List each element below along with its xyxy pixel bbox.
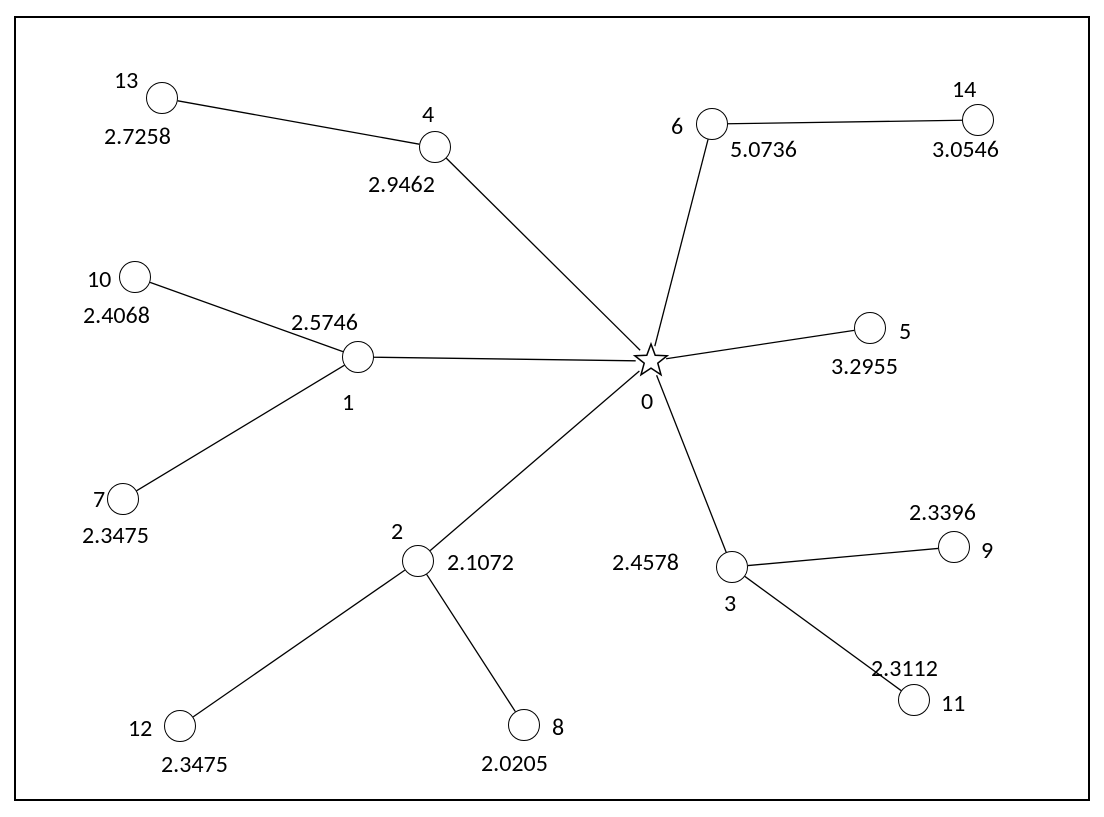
node-label-5-1: 3.2955 — [831, 355, 898, 379]
node-label-4-1: 2.9462 — [368, 173, 435, 197]
node-label-1-1: 2.5746 — [291, 311, 358, 335]
node-label-12-1: 2.3475 — [161, 753, 228, 777]
edge-0-4 — [446, 158, 640, 350]
node-label-13-1: 2.7258 — [104, 125, 171, 149]
node-label-2-1: 2.1072 — [447, 551, 514, 575]
node-label-8-1: 2.0205 — [481, 752, 548, 776]
node-label-6-0: 6 — [671, 115, 683, 139]
edge-0-5 — [666, 330, 854, 358]
edge-4-13 — [178, 101, 420, 144]
node-8 — [508, 709, 540, 741]
node-label-5-0: 5 — [899, 320, 911, 344]
edge-1-7 — [137, 365, 345, 490]
edge-2-12 — [193, 570, 405, 717]
node-label-root-0: 0 — [641, 390, 653, 414]
edge-0-3 — [657, 375, 727, 552]
node-label-11-0: 11 — [941, 692, 965, 716]
node-6 — [696, 108, 728, 140]
node-label-9-1: 2.3396 — [909, 501, 976, 525]
node-label-14-1: 3.0546 — [932, 138, 999, 162]
node-13 — [146, 82, 178, 114]
node-label-6-1: 5.0736 — [730, 138, 797, 162]
node-3 — [716, 551, 748, 583]
node-7 — [107, 483, 139, 515]
root-node-star — [635, 344, 667, 375]
node-label-2-0: 2 — [391, 520, 403, 544]
node-1 — [342, 341, 374, 373]
node-2 — [402, 545, 434, 577]
node-12 — [164, 710, 196, 742]
edge-0-6 — [655, 139, 708, 346]
node-label-12-0: 12 — [128, 717, 152, 741]
node-label-3-0: 3 — [724, 592, 736, 616]
edge-2-8 — [427, 574, 516, 711]
node-label-8-0: 8 — [552, 716, 564, 740]
node-11 — [898, 684, 930, 716]
node-label-7-0: 7 — [93, 488, 105, 512]
edge-0-1 — [374, 357, 636, 361]
edge-0-2 — [430, 371, 639, 551]
node-9 — [938, 531, 970, 563]
node-label-4-0: 4 — [422, 103, 434, 127]
edge-6-14 — [728, 120, 962, 124]
node-label-7-1: 2.3475 — [82, 524, 149, 548]
edge-3-9 — [748, 548, 938, 565]
node-label-10-1: 2.4068 — [83, 304, 150, 328]
node-label-9-0: 9 — [981, 539, 993, 563]
node-label-11-1: 2.3112 — [871, 657, 938, 681]
node-14 — [962, 104, 994, 136]
node-label-13-0: 13 — [114, 69, 138, 93]
node-5 — [854, 312, 886, 344]
node-4 — [419, 131, 451, 163]
node-label-14-0: 14 — [952, 78, 976, 102]
node-10 — [119, 261, 151, 293]
node-label-10-0: 10 — [87, 268, 111, 292]
node-label-3-1: 2.4578 — [612, 551, 679, 575]
node-label-1-0: 1 — [342, 391, 354, 415]
